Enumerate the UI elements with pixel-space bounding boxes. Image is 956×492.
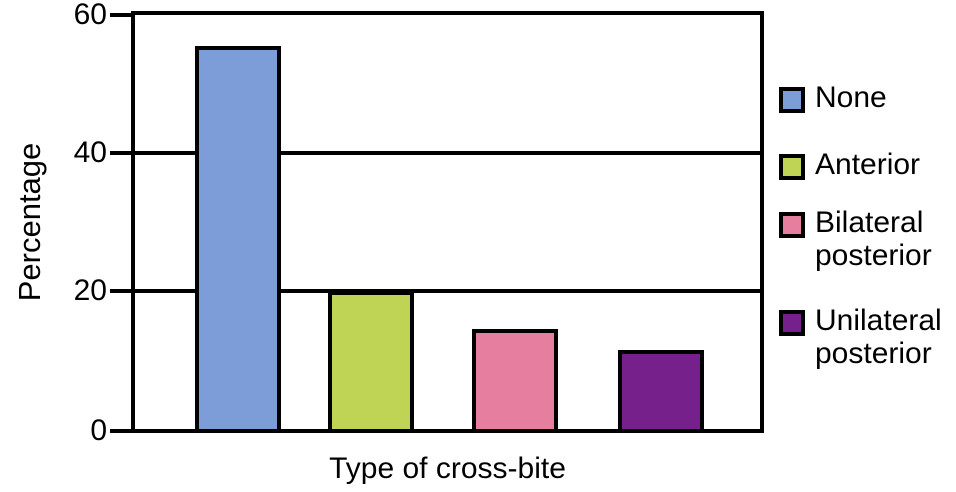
bar-bilateral-posterior xyxy=(472,329,558,429)
legend-swatch-icon xyxy=(779,310,805,336)
legend-swatch-icon xyxy=(779,154,805,180)
y-tick-label-40: 40 xyxy=(73,136,107,169)
gridline-20 xyxy=(135,289,760,293)
legend-item-unilateral-posterior: Unilateral posterior xyxy=(779,304,955,370)
gridline-40 xyxy=(135,151,760,155)
bar-anterior xyxy=(328,291,414,429)
legend-item-bilateral-posterior: Bilateral posterior xyxy=(779,206,955,272)
legend-label: None xyxy=(815,81,887,114)
y-tick-label-0: 0 xyxy=(90,414,107,447)
legend-swatch-icon xyxy=(779,212,805,238)
legend: None Anterior Bilateral posterior Unilatera… xyxy=(779,0,956,492)
bar-none xyxy=(195,46,281,429)
y-tick-0 xyxy=(110,429,133,433)
legend-item-anterior: Anterior xyxy=(779,148,955,181)
x-axis-title: Type of cross-bite xyxy=(329,452,566,485)
legend-label: Anterior xyxy=(815,148,921,181)
legend-label: Unilateral posterior xyxy=(815,304,942,370)
y-tick-60 xyxy=(110,13,133,17)
y-tick-label-20: 20 xyxy=(73,274,107,307)
legend-item-none: None xyxy=(779,81,955,114)
y-tick-20 xyxy=(110,289,133,293)
bar-unilateral-posterior xyxy=(618,350,704,429)
y-tick-label-60: 60 xyxy=(73,0,107,31)
legend-swatch-icon xyxy=(779,87,805,113)
y-tick-40 xyxy=(110,151,133,155)
plot-area xyxy=(131,11,764,433)
legend-label: Bilateral posterior xyxy=(815,206,932,272)
